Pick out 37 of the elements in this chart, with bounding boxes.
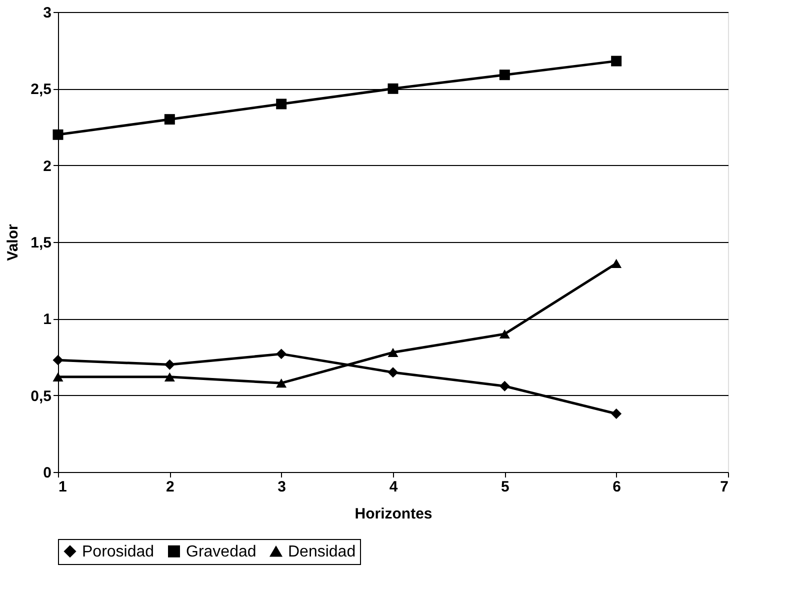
y-tick-label: 1 <box>43 311 52 328</box>
point <box>388 83 398 94</box>
y-axis-title: Valor <box>4 224 22 261</box>
point <box>276 348 287 360</box>
y-tick-label: 3 <box>43 4 52 22</box>
x-axis-title: Horizontes <box>354 506 432 522</box>
x-tick-label: 6 <box>612 478 622 496</box>
point <box>499 380 510 392</box>
y-tick-label: 2,5 <box>30 81 52 98</box>
point <box>388 348 398 357</box>
point <box>276 98 287 110</box>
point <box>52 372 64 382</box>
x-tick-label: 2 <box>166 478 174 496</box>
point <box>611 56 622 66</box>
legend-label: Porosidad <box>82 543 154 560</box>
x-tick-label: 4 <box>389 478 398 496</box>
point <box>164 372 175 382</box>
x-tick-label: 1 <box>58 478 67 496</box>
legend-label: Densidad <box>288 544 356 560</box>
point <box>52 354 64 366</box>
point <box>388 367 398 378</box>
x-tick-label: 3 <box>278 478 286 496</box>
point <box>611 258 622 268</box>
y-tick-label: 0 <box>43 464 52 482</box>
point <box>164 359 175 370</box>
y-tick-label: 1,5 <box>30 234 52 252</box>
legend-label: Gravedad <box>186 543 256 560</box>
point <box>499 70 510 80</box>
point <box>499 329 510 339</box>
point <box>52 129 64 140</box>
x-tick-label: 5 <box>500 478 510 496</box>
y-tick-label: 0,5 <box>30 388 52 405</box>
point <box>276 378 287 388</box>
x-tick-label: 7 <box>720 478 728 496</box>
point <box>164 114 175 125</box>
point <box>611 408 622 419</box>
y-tick-label: 2 <box>43 158 52 175</box>
